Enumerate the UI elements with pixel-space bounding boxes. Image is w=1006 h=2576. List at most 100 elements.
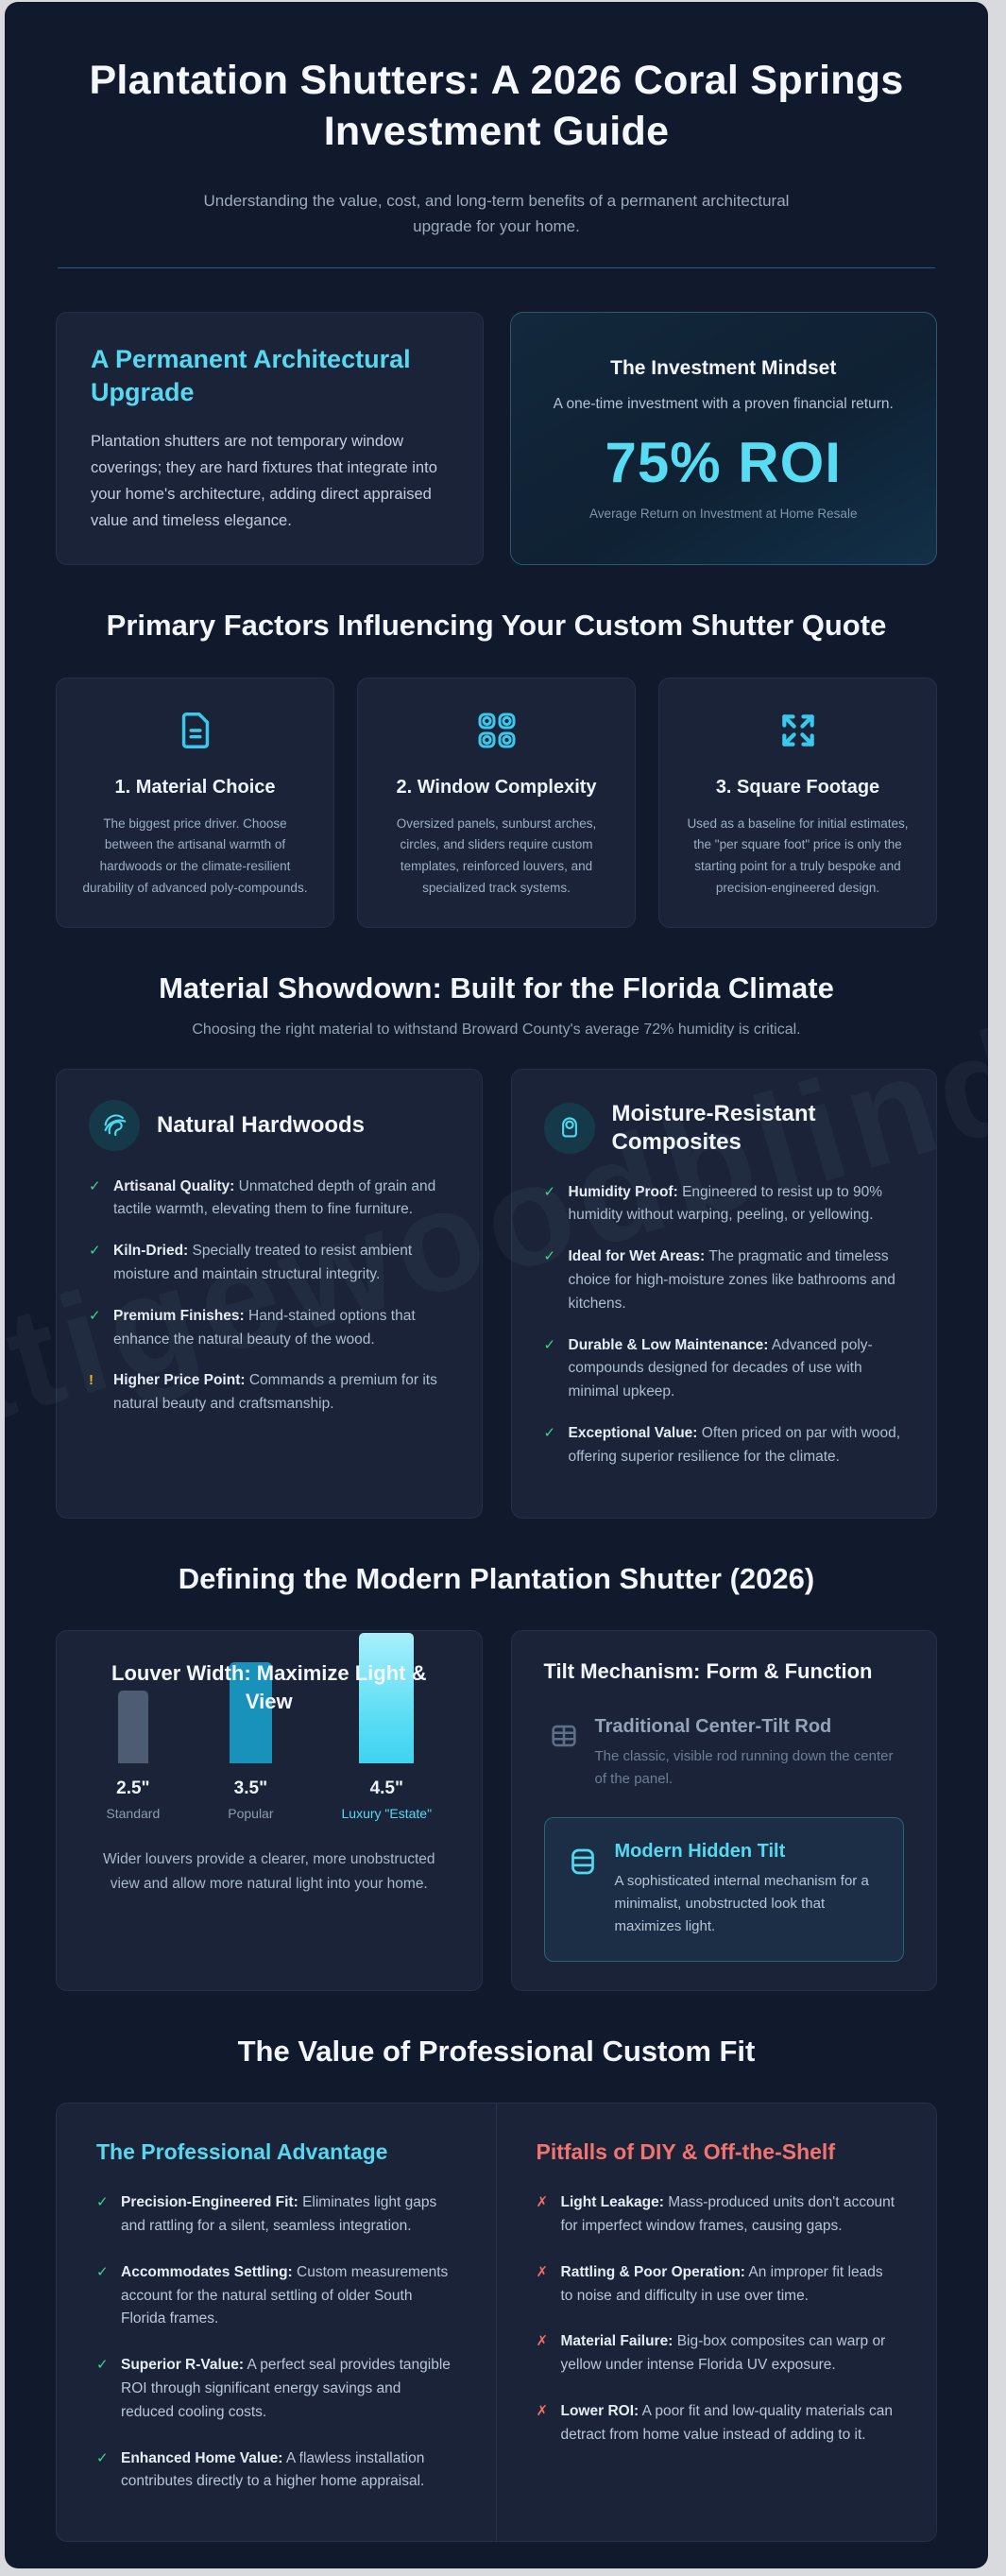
diy-pitfalls-column: Pitfalls of DIY & Off-the-Shelf ✗ Light L… — [497, 2104, 937, 2541]
factor-title: 1. Material Choice — [114, 776, 276, 798]
materials-heading: Material Showdown: Built for the Florida… — [159, 971, 834, 1005]
tilt-option-body: The classic, visible rod running down th… — [594, 1747, 894, 1787]
roi-stat: 75% ROI — [605, 430, 842, 494]
modern-heading: Defining the Modern Plantation Shutter (… — [178, 1561, 815, 1595]
check-icon: ✓ — [96, 2194, 109, 2211]
check-icon: ✓ — [89, 1243, 101, 1260]
hero-section: Plantation Shutters: A 2026 Coral Spring… — [56, 55, 937, 269]
louver-width-card: Louver Width: Maximize Light & View 2.5"… — [56, 1629, 483, 1991]
list-item: ✓ Artisanal Quality: Unmatched depth of g… — [89, 1176, 450, 1223]
check-icon: ✓ — [96, 2357, 109, 2374]
bar-luxury — [359, 1633, 415, 1764]
factor-card-footage: 3. Square Footage Used as a baseline for… — [658, 677, 937, 929]
list-item: ✓ Superior R-Value: A perfect seal provid… — [96, 2354, 456, 2424]
cross-icon: ✗ — [536, 2194, 549, 2211]
factor-card-material: 1. Material Choice The biggest price dri… — [56, 677, 334, 929]
louver-panel-icon — [566, 1845, 600, 1883]
fit-heading: The Value of Professional Custom Fit — [237, 2034, 756, 2068]
column-title: Pitfalls of DIY & Off-the-Shelf — [536, 2139, 835, 2165]
list-item: ✓ Exceptional Value: Often priced on par … — [544, 1422, 905, 1469]
list-item: ✗ Light Leakage: Mass-produced units don'… — [537, 2191, 897, 2239]
composites-list: ✓ Humidity Proof: Engineered to resist up… — [544, 1181, 905, 1469]
check-icon: ✓ — [89, 1307, 101, 1324]
modern-tilt-item: Modern Hidden Tilt A sophisticated inter… — [543, 1816, 904, 1962]
tilt-option-body: A sophisticated internal mechanism for a… — [614, 1872, 869, 1934]
cross-icon: ✗ — [536, 2333, 549, 2350]
tilt-option-title: Traditional Center-Tilt Rod — [594, 1715, 832, 1737]
card-title: A Permanent Architectural Upgrade — [91, 345, 411, 407]
expand-arrows-icon — [682, 707, 913, 754]
page-title: Plantation Shutters: A 2026 Coral Spring… — [89, 58, 904, 155]
check-icon: ✓ — [96, 2263, 109, 2280]
chart-title: Louver Width: Maximize Light & View — [111, 1660, 427, 1713]
divider — [58, 267, 935, 269]
factor-body: Used as a baseline for initial estimates… — [687, 816, 909, 895]
cross-icon: ✗ — [536, 2403, 549, 2420]
factors-heading: Primary Factors Influencing Your Custom … — [106, 609, 887, 643]
document-icon — [79, 707, 311, 754]
tilt-option-title: Modern Hidden Tilt — [614, 1840, 786, 1862]
check-icon: ✓ — [96, 2449, 109, 2466]
bar-group-standard: 2.5" Standard — [106, 1691, 160, 1821]
list-item: ✓ Accommodates Settling: Custom measureme… — [96, 2261, 456, 2331]
factor-card-complexity: 2. Window Complexity Oversized panels, s… — [357, 677, 636, 929]
card-subtitle: A one-time investment with a proven fina… — [553, 395, 894, 412]
moisture-panel-icon — [543, 1102, 595, 1154]
list-item: ✓ Kiln-Dried: Specially treated to resist… — [89, 1240, 450, 1287]
tilt-mechanism-card: Tilt Mechanism: Form & Function Traditio… — [510, 1629, 937, 1991]
check-icon: ✓ — [543, 1336, 556, 1353]
list-item: ✗ Rattling & Poor Operation: An improper … — [537, 2261, 897, 2309]
check-icon: ✓ — [543, 1248, 556, 1265]
factor-title: 3. Square Footage — [715, 776, 880, 798]
list-item: ✓ Premium Finishes: Hand-stained options … — [89, 1305, 450, 1352]
list-item: ✓ Enhanced Home Value: A flawless install… — [96, 2447, 456, 2495]
bar-group-popular: 3.5" Popular — [228, 1662, 274, 1822]
check-icon: ✓ — [543, 1183, 556, 1200]
window-shapes-icon — [381, 707, 612, 754]
bar-value-label: 4.5" — [369, 1778, 403, 1799]
bar-sublabel: Popular — [228, 1806, 274, 1822]
column-title: The Professional Advantage — [96, 2139, 388, 2165]
wood-grain-icon — [89, 1099, 140, 1151]
louver-bar-chart: 2.5" Standard 3.5" Popular 4.5" Luxury "… — [87, 1633, 452, 1821]
list-item: ✓ Ideal for Wet Areas: The pragmatic and … — [544, 1245, 905, 1315]
list-item: ✗ Material Failure: Big-box composites ca… — [537, 2330, 897, 2378]
bar-standard — [117, 1691, 148, 1764]
list-item: ✗ Lower ROI: A poor fit and low-quality m… — [537, 2400, 897, 2447]
page-subtitle: Understanding the value, cost, and long-… — [203, 192, 790, 235]
bar-value-label: 2.5" — [116, 1778, 150, 1799]
infographic-page: atigewoodblinds.c Plantation Shutters: A… — [5, 2, 988, 2569]
bar-group-luxury: 4.5" Luxury "Estate" — [341, 1633, 433, 1822]
bar-popular — [229, 1662, 272, 1764]
card-title: Tilt Mechanism: Form & Function — [543, 1658, 873, 1683]
professional-advantage-column: The Professional Advantage ✓ Precision-En… — [57, 2104, 497, 2542]
modern-section: Louver Width: Maximize Light & View 2.5"… — [56, 1629, 937, 1991]
traditional-tilt-item: Traditional Center-Tilt Rod The classic,… — [548, 1716, 901, 1791]
hardwoods-list: ✓ Artisanal Quality: Unmatched depth of g… — [89, 1176, 450, 1417]
chart-caption: Wider louvers provide a clearer, more un… — [103, 1851, 435, 1892]
factor-body: The biggest price driver. Choose between… — [82, 816, 308, 895]
card-body: Plantation shutters are not temporary wi… — [91, 433, 437, 530]
factor-body: Oversized panels, sunburst arches, circl… — [396, 816, 597, 895]
factors-section: 1. Material Choice The biggest price dri… — [56, 677, 937, 929]
investment-mindset-card: The Investment Mindset A one-time invest… — [509, 312, 937, 566]
factor-title: 2. Window Complexity — [396, 776, 597, 798]
material-title: Moisture-Resistant Composites — [611, 1100, 816, 1155]
card-title: The Investment Mindset — [610, 356, 837, 379]
intro-section: A Permanent Architectural Upgrade Planta… — [56, 312, 937, 566]
check-icon: ✓ — [89, 1177, 101, 1194]
check-icon: ✓ — [543, 1425, 556, 1442]
list-item: ✓ Humidity Proof: Engineered to resist up… — [544, 1181, 905, 1228]
hardwoods-card: Natural Hardwoods ✓ Artisanal Quality: Un… — [56, 1068, 483, 1519]
list-item: ✓ Precision-Engineered Fit: Eliminates li… — [96, 2191, 456, 2239]
bar-sublabel: Luxury "Estate" — [341, 1806, 433, 1822]
list-item: ! Higher Price Point: Commands a premium … — [89, 1369, 450, 1417]
bar-value-label: 3.5" — [233, 1778, 268, 1799]
list-item: ✓ Durable & Low Maintenance: Advanced pol… — [544, 1334, 905, 1404]
roi-caption: Average Return on Investment at Home Res… — [589, 506, 858, 521]
permanent-upgrade-card: A Permanent Architectural Upgrade Planta… — [56, 312, 484, 566]
materials-section: Natural Hardwoods ✓ Artisanal Quality: Un… — [56, 1068, 937, 1519]
warning-icon: ! — [89, 1372, 94, 1389]
cross-icon: ✗ — [536, 2263, 549, 2280]
custom-fit-card: The Professional Advantage ✓ Precision-En… — [56, 2103, 937, 2543]
